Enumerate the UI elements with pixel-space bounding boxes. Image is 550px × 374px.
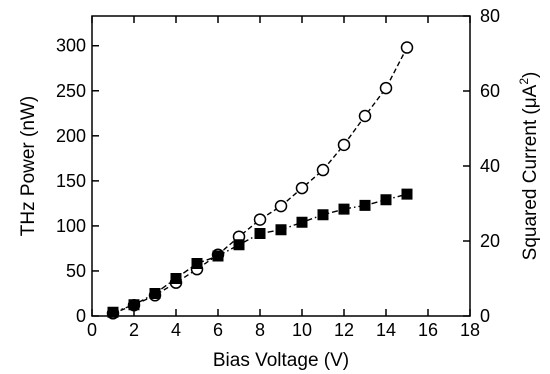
filled-square-point xyxy=(401,188,413,200)
filled-square-point xyxy=(107,306,119,318)
axis-ticks xyxy=(91,15,471,317)
data-series xyxy=(106,41,414,320)
x-tick-label: 8 xyxy=(255,320,265,340)
filled-square-point xyxy=(191,258,203,269)
series-1-line xyxy=(112,47,408,314)
right-y-tick-label: 60 xyxy=(480,81,500,101)
x-tick-label: 12 xyxy=(334,320,354,340)
open-circle-point xyxy=(253,213,267,226)
left-y-tick-label: 250 xyxy=(56,81,86,101)
left-y-tick-label: 100 xyxy=(56,216,86,236)
open-circle-point xyxy=(358,109,372,123)
open-circle-point xyxy=(316,163,330,177)
open-circle-point xyxy=(295,181,309,195)
x-tick-label: 6 xyxy=(213,320,223,340)
filled-square-point xyxy=(317,209,329,221)
left-y-tick-label: 50 xyxy=(66,261,86,281)
right-y-axis-title-prefix: Squared Current ( xyxy=(520,108,541,261)
filled-square-point xyxy=(275,224,287,236)
filled-square-point xyxy=(254,228,266,239)
x-tick-label: 18 xyxy=(460,320,480,340)
right-y-tick-label: 40 xyxy=(480,156,500,176)
right-y-axis-title-exponent: 2 xyxy=(517,78,531,85)
right-y-tick-label: 20 xyxy=(480,231,500,251)
filled-square-point xyxy=(170,273,182,284)
filled-square-point xyxy=(128,299,140,311)
x-tick-label: 4 xyxy=(171,320,181,340)
left-y-tick-label: 300 xyxy=(56,36,86,56)
open-circle-point xyxy=(337,138,351,152)
left-y-tick-label: 0 xyxy=(76,306,86,326)
x-tick-label: 10 xyxy=(292,320,312,340)
x-tick-label: 16 xyxy=(418,320,438,340)
filled-square-point xyxy=(149,288,161,299)
right-y-axis-title-unit: A xyxy=(520,84,541,97)
plot-frame xyxy=(91,15,471,317)
filled-square-point xyxy=(338,203,350,215)
right-y-tick-label: 80 xyxy=(480,6,500,26)
left-y-tick-label: 200 xyxy=(56,126,86,146)
filled-square-point xyxy=(233,239,245,251)
filled-square-point xyxy=(380,194,392,206)
tick-labels: 0 2 4 6 8 10 12 14 16 180501001502002503000204060… xyxy=(56,6,500,340)
filled-square-point xyxy=(359,199,371,211)
open-circle-point xyxy=(379,81,393,95)
right-y-axis-title-suffix: ) xyxy=(520,72,541,78)
x-axis-title: Bias Voltage (V) xyxy=(213,350,349,371)
left-y-tick-label: 150 xyxy=(56,171,86,191)
filled-square-point xyxy=(212,250,224,262)
right-y-tick-label: 0 xyxy=(480,306,490,326)
right-y-axis-title: Squared Current (μA2) xyxy=(517,72,541,261)
right-y-axis-title-mu: μ xyxy=(520,97,541,108)
filled-square-point xyxy=(296,216,308,228)
left-y-axis-title: THz Power (nW) xyxy=(18,96,39,236)
open-circle-point xyxy=(274,199,288,213)
open-circle-point xyxy=(400,41,414,54)
x-tick-label: 14 xyxy=(376,320,396,340)
x-tick-label: 0 xyxy=(87,320,97,340)
x-tick-label: 2 xyxy=(129,320,139,340)
